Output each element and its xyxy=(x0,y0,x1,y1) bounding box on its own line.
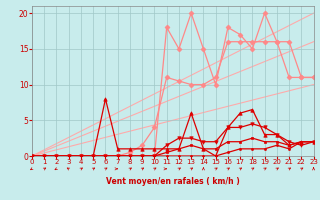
X-axis label: Vent moyen/en rafales ( km/h ): Vent moyen/en rafales ( km/h ) xyxy=(106,177,240,186)
